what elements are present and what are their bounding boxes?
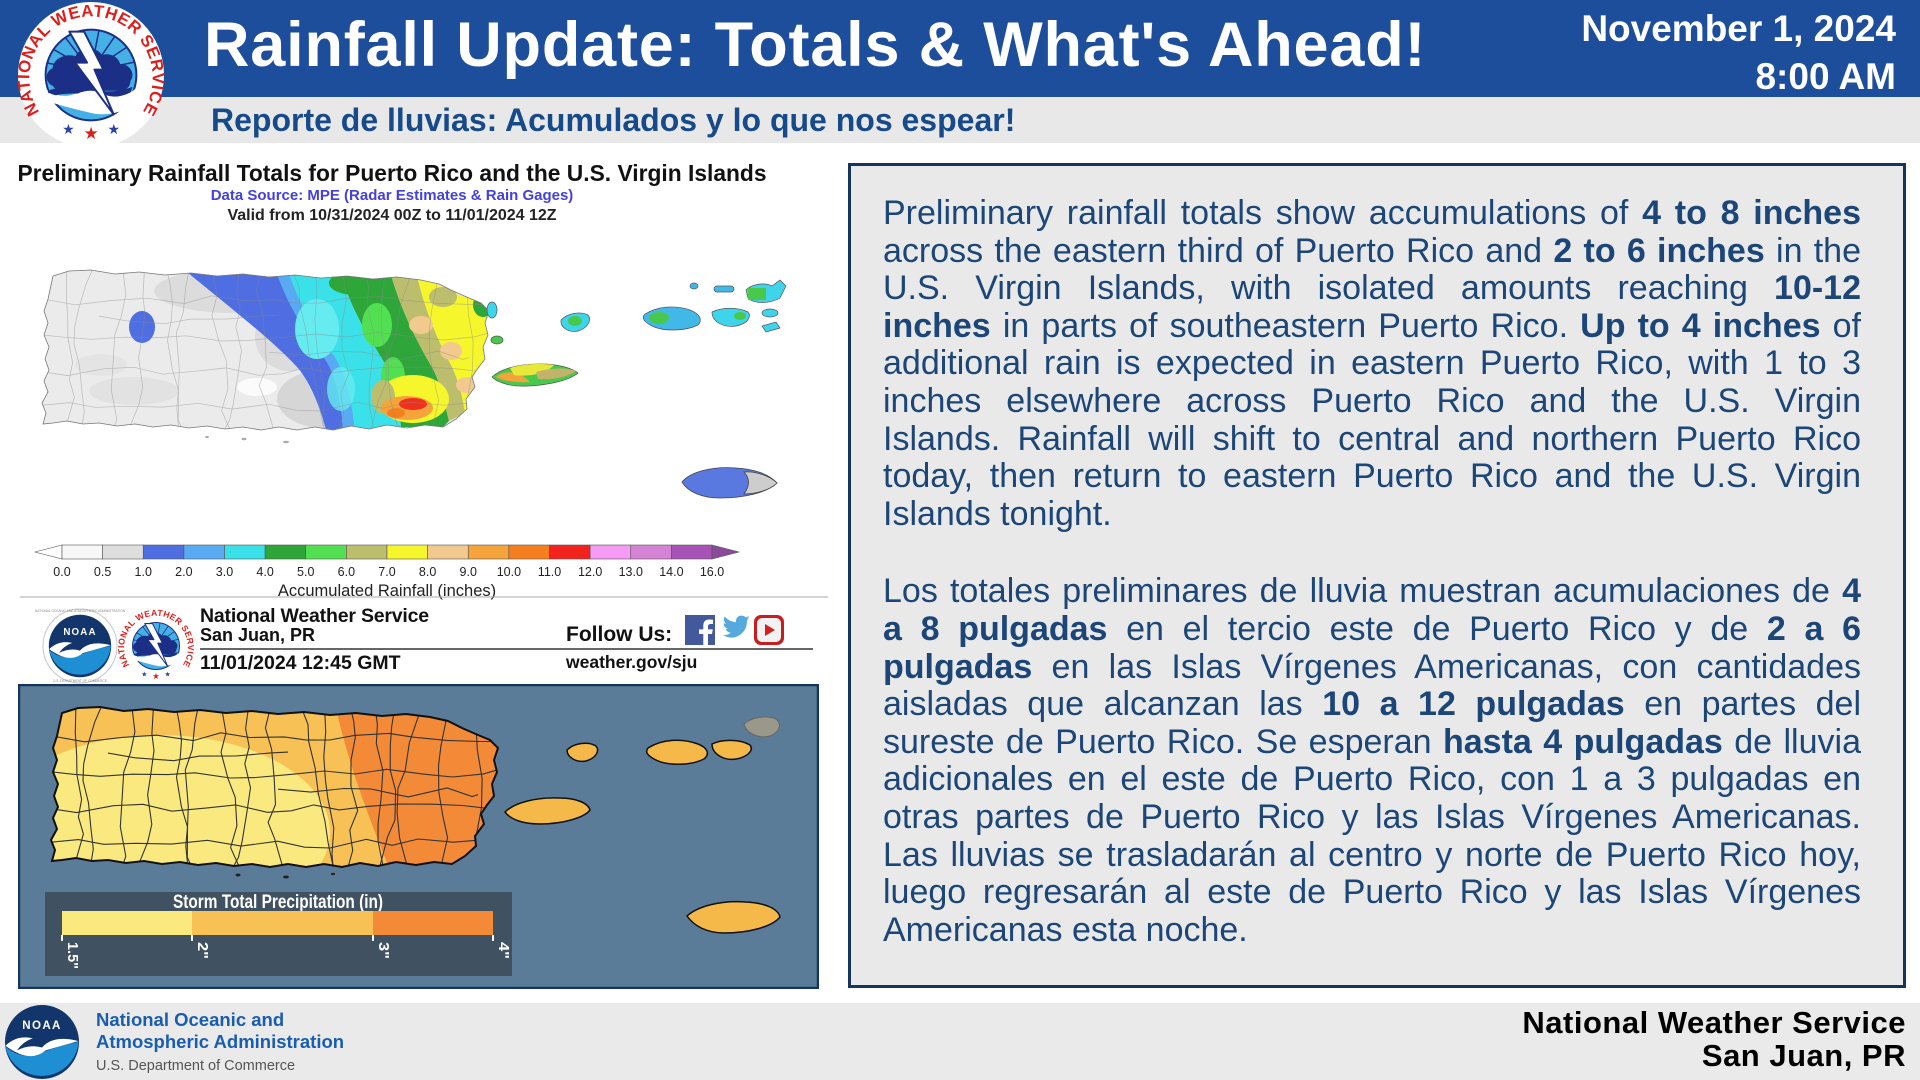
svg-text:0.0: 0.0 — [53, 565, 70, 579]
svg-text:11.0: 11.0 — [538, 565, 561, 579]
svg-text:11/01/2024 12:45 GMT: 11/01/2024 12:45 GMT — [200, 652, 401, 674]
svg-text:8.0: 8.0 — [419, 565, 436, 579]
svg-text:★: ★ — [83, 124, 98, 143]
svg-text:National Weather Service: National Weather Service — [200, 605, 429, 627]
svg-text:9.0: 9.0 — [460, 565, 477, 579]
svg-text:★: ★ — [62, 121, 74, 137]
svg-text:★: ★ — [108, 121, 120, 137]
svg-text:1.5": 1.5" — [64, 942, 81, 969]
svg-text:7.0: 7.0 — [378, 565, 395, 579]
svg-text:16.0: 16.0 — [700, 565, 724, 579]
svg-text:Storm Total Precipitation (in): Storm Total Precipitation (in) — [173, 892, 383, 913]
svg-text:2": 2" — [194, 942, 211, 959]
svg-text:NOAA: NOAA — [22, 1020, 62, 1032]
svg-text:3.0: 3.0 — [216, 565, 233, 579]
svg-text:6.0: 6.0 — [338, 565, 355, 579]
svg-text:0.5: 0.5 — [94, 565, 111, 579]
svg-text:Follow Us:: Follow Us: — [566, 623, 672, 646]
svg-text:4": 4" — [495, 942, 512, 959]
svg-text:NATIONAL OCEANIC AND ATMOSPHER: NATIONAL OCEANIC AND ATMOSPHERIC ADMINIS… — [35, 609, 126, 613]
svg-text:12.0: 12.0 — [578, 565, 602, 579]
svg-text:3": 3" — [375, 942, 392, 959]
svg-text:13.0: 13.0 — [619, 565, 643, 579]
svg-text:2.0: 2.0 — [175, 565, 192, 579]
svg-text:14.0: 14.0 — [659, 565, 683, 579]
svg-text:4.0: 4.0 — [256, 565, 273, 579]
svg-text:San Juan, PR: San Juan, PR — [200, 625, 315, 645]
svg-text:10.0: 10.0 — [497, 565, 521, 579]
svg-text:1.0: 1.0 — [135, 565, 152, 579]
svg-text:weather.gov/sju: weather.gov/sju — [565, 652, 697, 672]
svg-text:U.S. DEPARTMENT OF COMMERCE: U.S. DEPARTMENT OF COMMERCE — [53, 679, 107, 683]
svg-text:Accumulated Rainfall (inches): Accumulated Rainfall (inches) — [278, 582, 496, 600]
svg-text:5.0: 5.0 — [297, 565, 314, 579]
